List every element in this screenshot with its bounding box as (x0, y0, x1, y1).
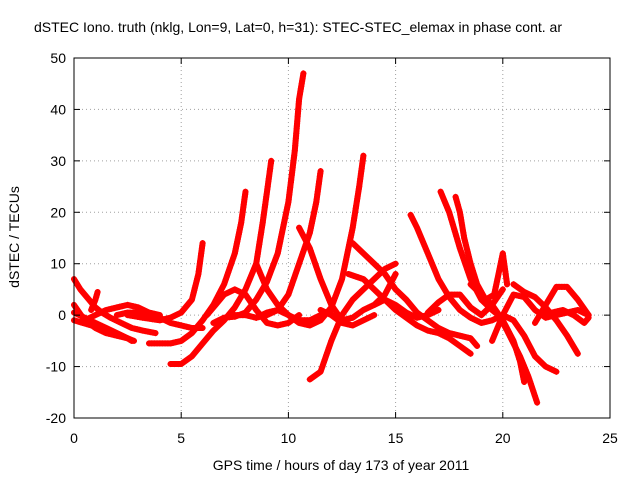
series-markers (489, 291, 592, 344)
x-tick-label: 15 (388, 430, 404, 446)
x-tick-label: 0 (70, 430, 78, 446)
x-tick-label: 5 (177, 430, 185, 446)
y-tick-label: -20 (46, 410, 66, 426)
series-arc-22 (407, 211, 560, 375)
axis-ticks (73, 57, 611, 419)
series-markers (317, 307, 378, 329)
x-axis-label: GPS time / hours of day 173 of year 2011 (213, 457, 470, 473)
series-arc-6 (88, 289, 101, 313)
y-axis-label: dSTEC / TECUs (6, 186, 22, 288)
chart-title: dSTEC Iono. truth (nklg, Lon=9, Lat=0, h… (34, 19, 562, 35)
y-tick-label: -10 (46, 359, 66, 375)
series-markers (538, 307, 592, 326)
y-axis: -20 -10 0 10 20 30 40 50 (46, 50, 66, 426)
x-tick-label: 20 (495, 430, 511, 446)
series-arc-19 (349, 240, 481, 349)
series-arc-30 (538, 307, 592, 326)
grid (74, 58, 610, 418)
series-arc-8 (124, 240, 206, 324)
series-markers (407, 211, 560, 375)
y-tick-label: 50 (50, 50, 66, 66)
x-tick-label: 10 (281, 430, 297, 446)
y-tick-label: 10 (50, 256, 66, 272)
series-markers (88, 289, 101, 313)
y-tick-label: 0 (58, 307, 66, 323)
x-tick-label: 25 (602, 430, 618, 446)
plot-frame (73, 57, 611, 419)
series-markers (124, 240, 206, 324)
y-tick-label: 20 (50, 204, 66, 220)
series-arc-15 (253, 307, 335, 324)
series-markers (349, 240, 481, 349)
series-arc-4 (71, 317, 95, 329)
y-tick-label: 30 (50, 153, 66, 169)
y-tick-label: 40 (50, 101, 66, 117)
series-markers (371, 296, 442, 321)
series-markers (510, 281, 581, 357)
x-axis: 0 5 10 15 20 25 (70, 430, 618, 446)
series-arc-18 (317, 307, 378, 329)
plot-area (71, 70, 592, 406)
